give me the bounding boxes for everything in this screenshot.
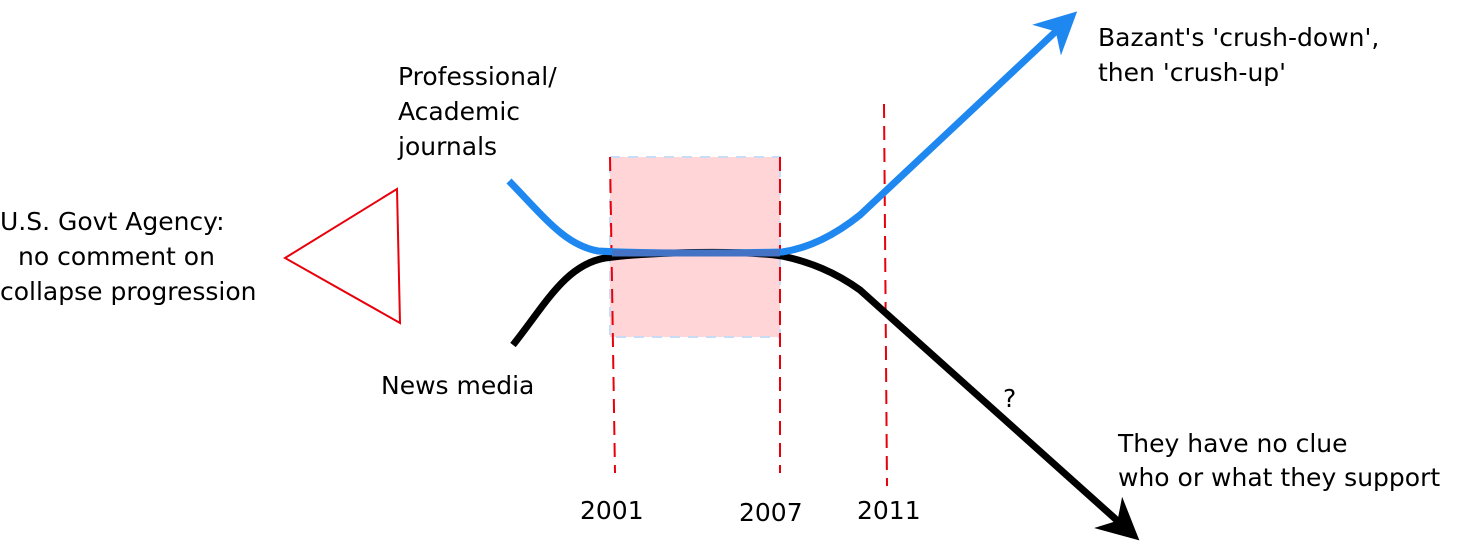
dashed-line-2011 bbox=[883, 103, 888, 487]
dashed-line-2001 bbox=[609, 156, 616, 474]
no-clue-label-1: They have no clue bbox=[1117, 429, 1348, 458]
question-mark: ? bbox=[1003, 384, 1016, 413]
year-2001: 2001 bbox=[580, 496, 644, 525]
govt-label-3: collapse progression bbox=[0, 277, 256, 306]
year-2007: 2007 bbox=[739, 498, 803, 527]
news-label: News media bbox=[381, 371, 534, 400]
journals-line bbox=[506, 11, 1078, 257]
year-2011: 2011 bbox=[857, 496, 921, 525]
journals-label-3: journals bbox=[397, 132, 497, 161]
govt-label-2: no comment on bbox=[18, 242, 215, 271]
highlight-box bbox=[609, 156, 781, 338]
no-clue-label-2: who or what they support bbox=[1118, 463, 1440, 492]
bazant-label-2: then 'crush-up' bbox=[1098, 58, 1286, 87]
journals-label-1: Professional/ bbox=[398, 62, 557, 91]
triangle-icon bbox=[283, 187, 402, 325]
govt-label-1: U.S. Govt Agency: bbox=[0, 207, 225, 236]
news-media-line bbox=[510, 248, 1140, 541]
journals-label-2: Academic bbox=[398, 97, 520, 126]
bazant-label-1: Bazant's 'crush-down', bbox=[1098, 23, 1379, 52]
